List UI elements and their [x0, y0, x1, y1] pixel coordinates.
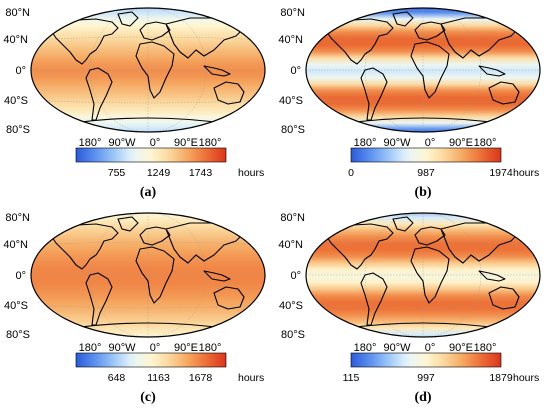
lon-label-90w: 90°W [383, 137, 411, 149]
map-figure: 80°N 40°N 0° 40°S 80°S 180° 90°W 0° 90°E… [278, 7, 541, 200]
colorbar-unit: hours [513, 372, 539, 384]
lat-label-40s: 40°S [279, 300, 303, 312]
lat-label-80s: 80°S [6, 329, 30, 341]
colorbar-unit: hours [238, 167, 264, 179]
map-figure: 80°N 40°N 0° 40°S 80°S 180° 90°W 0° 90°E… [278, 212, 541, 405]
map-frame [30, 7, 266, 133]
lat-label-80n: 80°N [280, 7, 305, 19]
map-figure: 80°N 40°N 0° 40°S 80°S 180° 90°W 0° 90°E… [3, 7, 266, 200]
coastlines [51, 216, 245, 330]
lon-label-0: 0° [425, 137, 436, 149]
lat-label-80s: 80°S [6, 124, 30, 136]
colorbar: 115 997 1879 hours [343, 352, 539, 384]
colorbar-tick-label: 115 [343, 372, 360, 384]
lat-label-0: 0° [15, 270, 26, 282]
lat-label-40n: 40°N [3, 34, 28, 46]
colorbar-unit: hours [513, 167, 539, 179]
lat-label-80n: 80°N [5, 7, 30, 19]
lat-label-80n: 80°N [5, 212, 30, 224]
colorbar: 0 987 1974 hours [348, 147, 539, 179]
colorbar-tick-label: 1879 [489, 372, 513, 384]
map-area [30, 212, 266, 338]
map-panel-d: 80°N 40°N 0° 40°S 80°S 180° 90°W 0° 90°E… [275, 205, 550, 410]
map-panel-c: 80°N 40°N 0° 40°S 80°S 180° 90°W 0° 90°E… [0, 205, 275, 410]
panel-label: (d) [414, 390, 431, 405]
colorbar: 755 1249 1743 hours [75, 147, 264, 179]
lon-label-180w: 180° [354, 137, 377, 149]
lat-label-0: 0° [15, 65, 26, 77]
colorbar-tick-label: 755 [108, 167, 126, 179]
lon-label-90e: 90°E [174, 137, 198, 149]
lon-label-90e: 90°E [449, 137, 473, 149]
lon-label-180e: 180° [474, 137, 497, 149]
lon-label-180w: 180° [354, 342, 377, 354]
map-frame [305, 212, 541, 338]
lon-label-180e: 180° [199, 137, 222, 149]
colorbar-ramp [75, 147, 227, 163]
colorbar-tick-label: 997 [417, 372, 435, 384]
colorbar-tick-label: 1678 [189, 372, 213, 384]
lat-label-40n: 40°N [278, 34, 303, 46]
coastlines [326, 11, 520, 125]
lon-label-0: 0° [150, 342, 161, 354]
lon-label-90w: 90°W [108, 342, 136, 354]
colorbar-tick-label: 987 [417, 167, 435, 179]
lon-label-180w: 180° [79, 342, 102, 354]
map-frame [30, 212, 266, 338]
colorbar-ramp [350, 352, 502, 368]
lat-label-80s: 80°S [281, 124, 305, 136]
graticule [306, 8, 540, 132]
map-area [30, 7, 266, 133]
lon-label-0: 0° [425, 342, 436, 354]
panel-label: (b) [414, 185, 431, 200]
map-panel-b: 80°N 40°N 0° 40°S 80°S 180° 90°W 0° 90°E… [275, 0, 550, 205]
map-area [305, 7, 541, 133]
colorbar-ramp [350, 147, 502, 163]
colorbar-tick-label: 1974 [489, 167, 513, 179]
lon-label-90w: 90°W [383, 342, 411, 354]
colorbar-tick-label: 0 [348, 167, 354, 179]
panel-label: (c) [140, 390, 156, 405]
lat-label-40s: 40°S [279, 95, 303, 107]
map-area [305, 212, 541, 338]
colorbar-tick-label: 648 [108, 372, 126, 384]
lat-label-40n: 40°N [3, 239, 28, 251]
colorbar-ticks: 0 987 1974 [348, 167, 513, 179]
lat-label-40s: 40°S [4, 95, 28, 107]
graticule [31, 8, 265, 132]
lon-label-90e: 90°E [449, 342, 473, 354]
lat-label-0: 0° [290, 270, 301, 282]
colorbar-tick-label: 1163 [147, 372, 170, 384]
lat-label-40n: 40°N [278, 239, 303, 251]
colorbar-unit: hours [238, 372, 264, 384]
map-panel-a: 80°N 40°N 0° 40°S 80°S 180° 90°W 0° 90°E… [0, 0, 275, 205]
lon-label-180e: 180° [199, 342, 222, 354]
colorbar-ticks: 115 997 1879 [343, 372, 513, 384]
colorbar-ramp [75, 352, 227, 368]
lon-label-90w: 90°W [108, 137, 136, 149]
panel-label: (a) [140, 185, 157, 200]
colorbar-tick-label: 1249 [147, 167, 171, 179]
lon-label-180w: 180° [79, 137, 102, 149]
lat-label-0: 0° [290, 65, 301, 77]
lat-label-40s: 40°S [4, 300, 28, 312]
lat-label-80s: 80°S [281, 329, 305, 341]
graticule [31, 213, 265, 337]
colorbar-ticks: 755 1249 1743 [108, 167, 213, 179]
graticule [306, 213, 540, 337]
lon-label-0: 0° [150, 137, 161, 149]
colorbar: 648 1163 1678 hours [75, 352, 264, 384]
colorbar-ticks: 648 1163 1678 [108, 372, 213, 384]
map-figure: 80°N 40°N 0° 40°S 80°S 180° 90°W 0° 90°E… [3, 212, 266, 405]
lon-label-90e: 90°E [174, 342, 198, 354]
lon-label-180e: 180° [474, 342, 497, 354]
colorbar-tick-label: 1743 [189, 167, 213, 179]
map-frame [305, 7, 541, 133]
lat-label-80n: 80°N [280, 212, 305, 224]
